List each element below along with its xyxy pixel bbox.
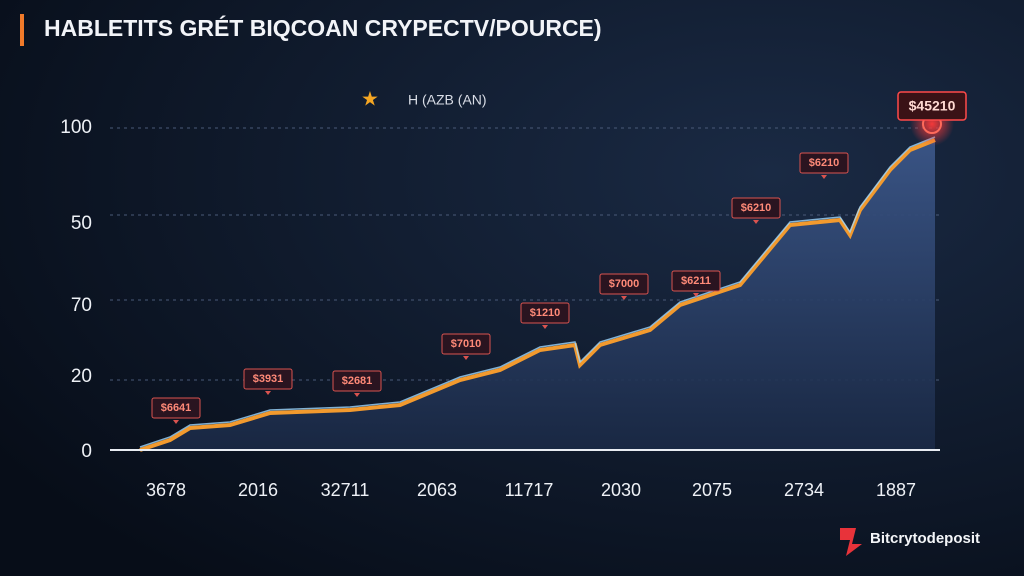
brand-logo: [840, 528, 862, 556]
y-axis-label: 100: [60, 117, 92, 138]
callout-pointer: [821, 175, 827, 179]
callout-pointer: [753, 220, 759, 224]
y-axis-label: 0: [81, 441, 92, 462]
peak-label: $45210: [909, 98, 956, 114]
x-axis-label: 2030: [601, 480, 641, 500]
callout-pointer: [265, 391, 271, 395]
x-axis-label: 2063: [417, 480, 457, 500]
callout-box: [520, 302, 570, 324]
callout-box: [599, 273, 649, 295]
callout-box: [799, 152, 849, 174]
x-axis-label: 2016: [238, 480, 278, 500]
callout-label: $6641: [161, 402, 192, 414]
callout-pointer: [542, 325, 548, 329]
x-axis-label: 1887: [876, 480, 916, 500]
callout-box: [731, 197, 781, 219]
callout-label: $1210: [530, 307, 561, 319]
price-line-highlight: [139, 136, 936, 448]
callout-pointer: [354, 393, 360, 397]
callout-box: [671, 270, 721, 292]
x-axis-label: 2734: [784, 480, 824, 500]
y-axis-label: 50: [71, 213, 92, 234]
callout-pointer: [463, 356, 469, 360]
callout-box: [441, 333, 491, 355]
legend-icon: ★: [361, 88, 379, 110]
callout-pointer: [621, 296, 627, 300]
callout-box: [151, 397, 201, 419]
legend-label: H (AZB (AN): [408, 92, 487, 108]
x-axis-label: 32711: [321, 480, 370, 500]
y-axis-label: 20: [71, 366, 92, 387]
callout-label: $6211: [681, 275, 711, 287]
callout-pointer: [693, 293, 699, 297]
callout-label: $7000: [609, 278, 640, 290]
callout-box: [243, 368, 293, 390]
x-axis-label: 3678: [146, 480, 186, 500]
title-accent: [20, 14, 24, 46]
x-axis-label: 11717: [505, 480, 554, 500]
brand: Bitcrytodeposit: [870, 530, 980, 547]
y-axis-label: 70: [71, 295, 92, 316]
callout-label: $2681: [342, 375, 373, 387]
title: HABLETITS GRÉT BIQCOAN CRYPECTV/POURCE): [44, 14, 602, 41]
callout-label: $6210: [741, 202, 772, 214]
callout-label: $7010: [451, 338, 482, 350]
callout-label: $3931: [253, 373, 284, 385]
callout-pointer: [173, 420, 179, 424]
price-area: [140, 140, 935, 450]
callout-box: [332, 370, 382, 392]
labels: 100 50 70 20 0 3678 2016 32711 2063 11717 2030 2075…: [60, 117, 916, 500]
peak-box: [897, 91, 967, 121]
price-line: [139, 138, 936, 452]
callout-label: $6210: [809, 157, 840, 169]
x-axis-label: 2075: [692, 480, 732, 500]
